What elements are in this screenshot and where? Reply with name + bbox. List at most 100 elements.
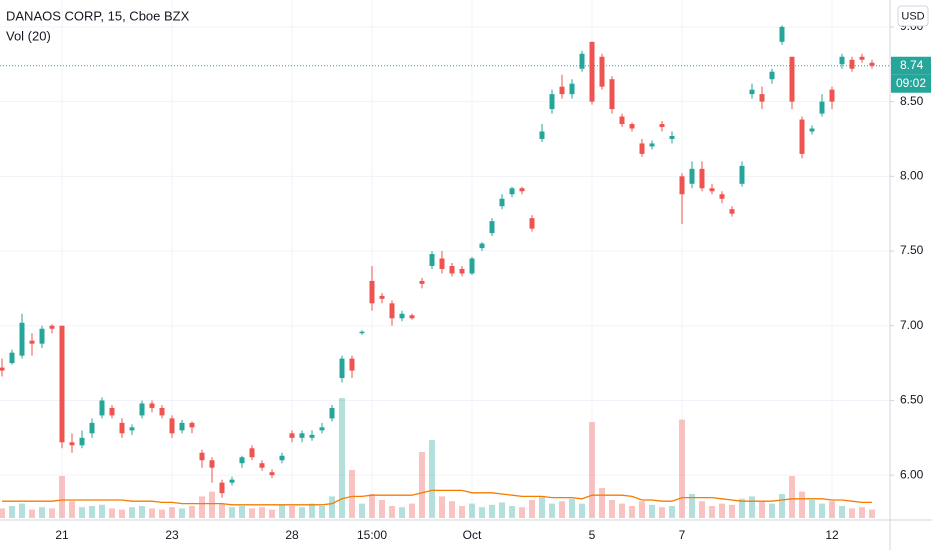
volume-bar <box>199 496 205 518</box>
candle-body <box>429 254 435 266</box>
candle-body <box>39 328 45 344</box>
candle-body <box>679 176 685 195</box>
candle-body <box>359 331 365 334</box>
volume-bar <box>69 501 75 518</box>
volume-bar <box>439 496 445 518</box>
volume-bar <box>659 507 665 518</box>
volume-bar <box>799 491 805 518</box>
candle-body <box>609 79 615 110</box>
y-tick-label: 6.50 <box>900 393 924 407</box>
countdown-label: 09:02 <box>896 76 926 90</box>
y-tick-label: 8.50 <box>900 94 924 108</box>
volume-bar <box>119 509 125 518</box>
volume-bar <box>329 496 335 518</box>
volume-bar <box>809 500 815 518</box>
candle-body <box>459 268 465 274</box>
candle-body <box>249 448 255 458</box>
volume-bar <box>299 507 305 518</box>
candle-body <box>619 116 625 125</box>
volume-bar <box>219 503 225 518</box>
volume-bar <box>859 507 865 518</box>
candle-body <box>419 280 425 284</box>
volume-bar <box>649 504 655 518</box>
candle-body <box>109 407 115 416</box>
candle-body <box>89 422 95 434</box>
candle-body <box>749 89 755 95</box>
volume-bar <box>0 508 5 518</box>
candle-body <box>559 86 565 95</box>
candle-body <box>19 322 25 356</box>
volume-bar <box>719 503 725 518</box>
volume-bar <box>619 503 625 518</box>
candle-body <box>489 221 495 234</box>
volume-bar <box>769 503 775 518</box>
candle-body <box>379 295 385 299</box>
volume-bar <box>39 507 45 518</box>
volume-bar <box>779 494 785 518</box>
volume-bar <box>369 494 375 518</box>
volume-bar <box>289 506 295 518</box>
last-price-box <box>891 56 931 75</box>
candle-body <box>119 422 125 434</box>
currency-label[interactable]: USD <box>901 10 924 22</box>
volume-bar <box>79 507 85 518</box>
volume-bar <box>239 506 245 518</box>
volume-bar <box>579 503 585 518</box>
candle-body <box>599 56 605 87</box>
candle-body <box>869 62 875 66</box>
x-tick-label: 7 <box>679 528 686 542</box>
candle-body <box>399 313 405 319</box>
candle-body <box>29 340 35 344</box>
candle-body <box>649 143 655 147</box>
volume-bar <box>489 504 495 518</box>
candle-body <box>659 124 665 128</box>
candle-body <box>829 89 835 102</box>
currency-button[interactable] <box>897 5 929 27</box>
volume-bar <box>869 509 875 518</box>
volume-bar <box>839 506 845 518</box>
volume-bar <box>469 503 475 518</box>
candle-body <box>639 143 645 154</box>
candle-body <box>529 218 535 229</box>
candle-body <box>149 403 155 408</box>
volume-bar <box>149 508 155 518</box>
y-tick-label: 6.00 <box>900 467 924 481</box>
volume-bar <box>569 498 575 518</box>
volume-bar <box>309 503 315 518</box>
volume-bar <box>249 508 255 518</box>
candle-body <box>259 463 265 468</box>
volume-bar <box>669 506 675 518</box>
candle-body <box>859 56 865 60</box>
candle-body <box>0 367 5 371</box>
volume-bar <box>699 501 705 518</box>
volume-bar <box>129 507 135 518</box>
candle-body <box>229 479 235 483</box>
candle-body <box>309 434 315 438</box>
volume-bar <box>829 501 835 518</box>
volume-bar <box>189 506 195 518</box>
volume-bar <box>269 509 275 518</box>
volume-bar <box>159 509 165 518</box>
y-tick-label: 7.00 <box>900 318 924 332</box>
candle-body <box>439 258 445 269</box>
x-tick-label: 15:00 <box>357 528 387 542</box>
candle-body <box>219 482 225 494</box>
y-tick-label: 7.50 <box>900 243 924 257</box>
last-price-label: 8.74 <box>900 58 924 72</box>
volume-bar <box>179 508 185 518</box>
volume-legend: Vol (20) <box>6 28 51 43</box>
candle-body <box>739 165 745 184</box>
countdown-box <box>891 74 931 93</box>
candle-body <box>589 41 595 102</box>
volume-bar <box>169 507 175 518</box>
candle-body <box>179 422 185 431</box>
volume-bar <box>419 452 425 518</box>
candle-body <box>139 403 145 416</box>
volume-bar <box>679 419 685 518</box>
volume-bar <box>399 507 405 518</box>
candle-body <box>59 325 65 443</box>
candle-body <box>339 358 345 379</box>
volume-bar <box>409 503 415 518</box>
candle-body <box>629 124 635 129</box>
